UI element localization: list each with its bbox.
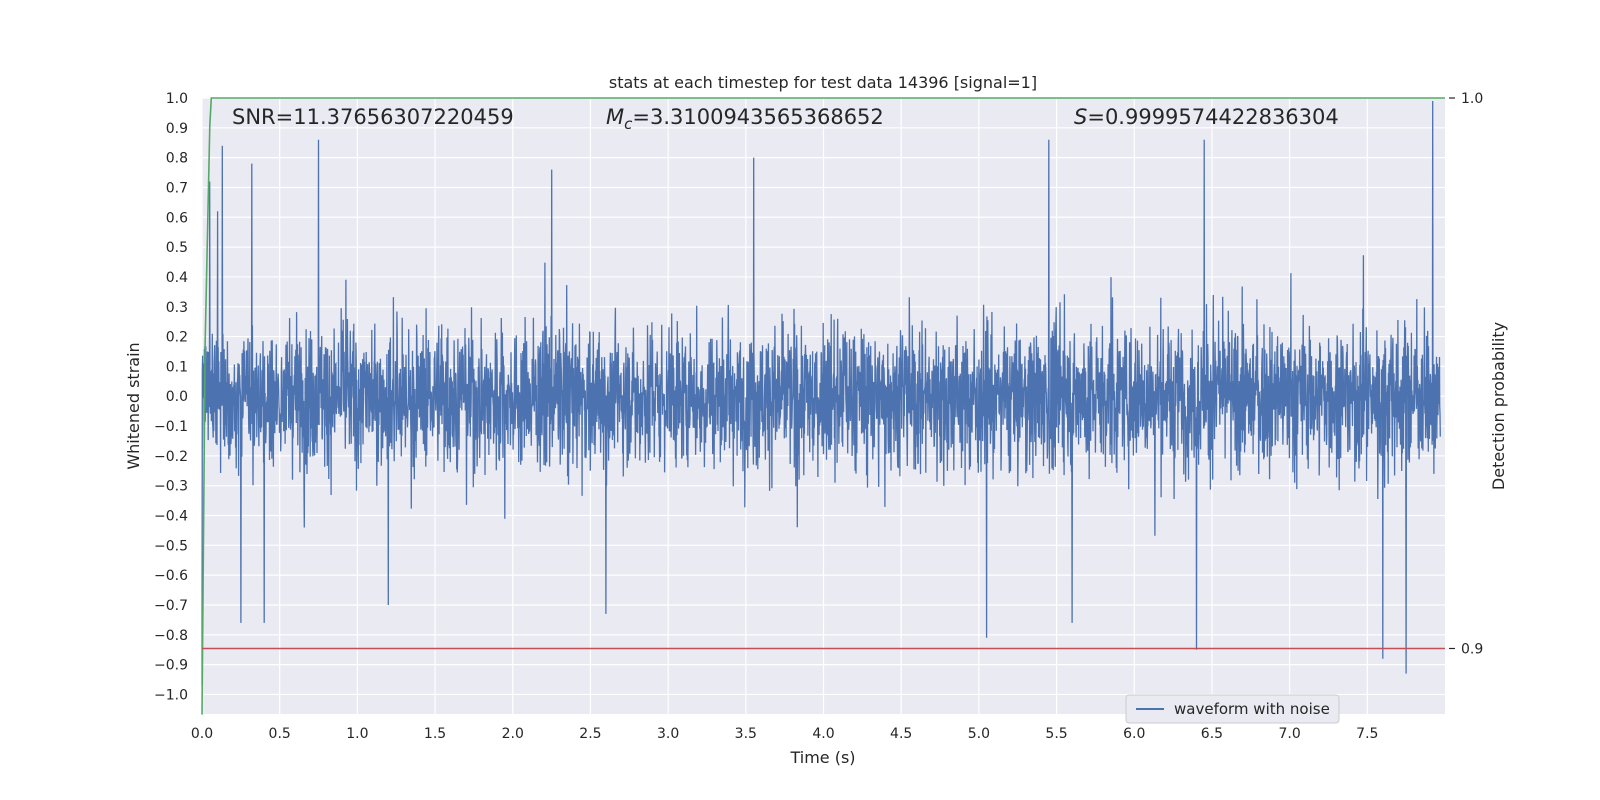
x-tick-label: 0.0 xyxy=(191,726,213,742)
chirp-mass-value: =3.3100943565368652 xyxy=(632,105,883,129)
x-tick-label: 1.5 xyxy=(424,726,446,742)
y-tick-label: 0.6 xyxy=(166,210,188,226)
x-tick-label: 1.0 xyxy=(346,726,368,742)
x-axis-label: Time (s) xyxy=(789,748,855,767)
x-tick-label: 3.0 xyxy=(657,726,679,742)
snr-annotation: SNR=11.37656307220459 xyxy=(232,105,514,129)
y-tick-label: −0.8 xyxy=(154,628,188,644)
series-detection-probability xyxy=(201,97,1445,715)
y-tick-label: −0.3 xyxy=(154,479,188,495)
x-tick-label: 5.0 xyxy=(968,726,990,742)
y-axis-label: Whitened strain xyxy=(124,342,143,469)
y-tick-labels: 1.0 0.9 0.8 0.7 0.6 0.5 0.4 0.3 0.2 0.1 0.0 −0.1 −0.… xyxy=(154,91,188,703)
x-tick-label: 5.5 xyxy=(1045,726,1067,742)
legend-box xyxy=(1125,694,1340,724)
y-tick-label: −0.4 xyxy=(154,509,188,525)
y-tick-label: 0.0 xyxy=(166,389,188,405)
series-layer xyxy=(201,97,1445,715)
y-tick-label: −0.9 xyxy=(154,658,188,674)
x-tick-label: 4.5 xyxy=(890,726,912,742)
score-annotation: S=0.9999574422836304 xyxy=(1074,105,1339,129)
score-symbol: S xyxy=(1074,105,1087,129)
y-tick-label: −0.6 xyxy=(154,568,188,584)
chirp-mass-annotation: Mc=3.3100943565368652 xyxy=(606,105,884,133)
x-tick-label: 4.0 xyxy=(812,726,834,742)
x-tick-label: 6.5 xyxy=(1201,726,1223,742)
y-tick-label: 0.2 xyxy=(166,330,188,346)
y-tick-label: −0.2 xyxy=(154,449,188,465)
chirp-mass-subscript: c xyxy=(624,115,633,133)
score-value: =0.9999574422836304 xyxy=(1087,105,1338,129)
x-tick-label: 7.5 xyxy=(1356,726,1378,742)
chart-title: stats at each timestep for test data 143… xyxy=(609,73,1037,92)
right-y-axis-label: Detection probability xyxy=(1489,322,1508,490)
right-y-tick-label: 1.0 xyxy=(1461,91,1483,107)
legend: waveform with noise xyxy=(1125,694,1340,724)
y-tick-label: −0.1 xyxy=(154,419,188,435)
y-tick-label: −0.5 xyxy=(154,538,188,554)
y-tick-label: 0.8 xyxy=(166,151,188,167)
x-tick-label: 2.5 xyxy=(579,726,601,742)
x-tick-labels: 0.0 0.5 1.0 1.5 2.0 2.5 3.0 3.5 4.0 4.5 5.0 5.5 6.0 6… xyxy=(191,726,1379,742)
legend-label-waveform: waveform with noise xyxy=(1174,700,1330,718)
right-y-tick-label: 0.9 xyxy=(1461,641,1483,657)
x-tick-label: 0.5 xyxy=(269,726,291,742)
series-waveform-with-noise xyxy=(201,100,1441,686)
x-tick-label: 2.0 xyxy=(502,726,524,742)
y-tick-label: −1.0 xyxy=(154,687,188,703)
y-tick-label: 0.9 xyxy=(166,121,188,137)
y-tick-label: 0.3 xyxy=(166,300,188,316)
right-y-tick-labels: 1.0 0.9 xyxy=(1449,91,1483,657)
y-tick-label: 1.0 xyxy=(166,91,188,107)
y-tick-label: 0.5 xyxy=(166,240,188,256)
y-tick-label: 0.4 xyxy=(166,270,188,286)
y-tick-label: −0.7 xyxy=(154,598,188,614)
y-tick-label: 0.7 xyxy=(166,180,188,196)
y-tick-label: 0.1 xyxy=(166,359,188,375)
chirp-mass-symbol: M xyxy=(606,105,624,129)
x-tick-label: 6.0 xyxy=(1123,726,1145,742)
x-tick-label: 3.5 xyxy=(735,726,757,742)
x-tick-label: 7.0 xyxy=(1278,726,1300,742)
